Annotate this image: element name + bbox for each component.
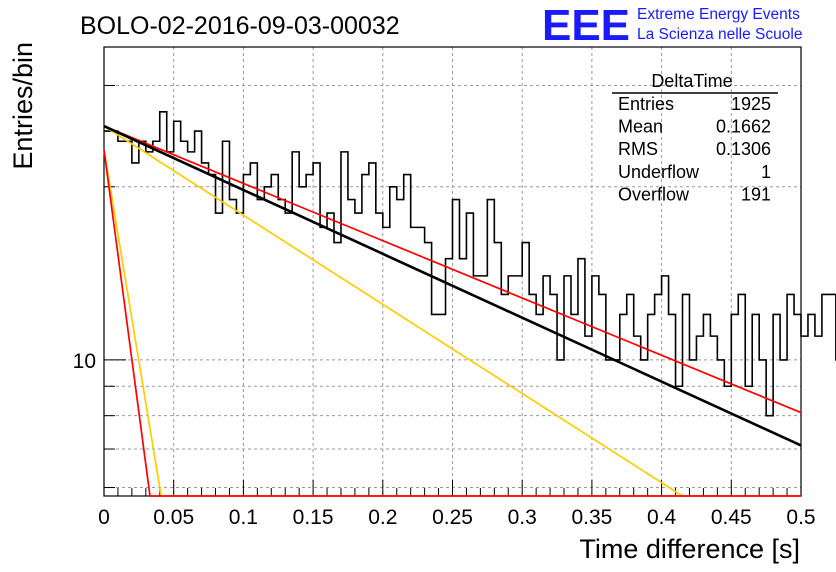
x-tick-label: 0.35 [571, 506, 612, 529]
curve-component-a [103, 125, 683, 497]
stats-row-label: Entries [618, 94, 674, 114]
stats-box-title: DeltaTime [651, 71, 732, 91]
stats-row-label: Underflow [618, 162, 700, 182]
x-tick-label: 0.05 [153, 506, 194, 529]
logo-line-2: La Scienza nelle Scuole [637, 26, 802, 43]
curve-fit-total [103, 125, 802, 414]
x-axis-label: Time difference [s] [579, 534, 800, 564]
y-tick-labels: 10 [73, 350, 96, 373]
stats-row-value: 0.1662 [716, 117, 771, 137]
stats-box: DeltaTime Entries 1925 Mean 0.1662 RMS 0.1306 U… [612, 71, 778, 204]
x-tick-label: 0 [98, 506, 110, 529]
curve-component-b [103, 149, 162, 497]
y-tick-label: 10 [73, 350, 96, 373]
curve-fit-steep [103, 149, 801, 497]
y-axis-label: Entries/bin [8, 42, 38, 170]
eee-logo: EEE Extreme Energy Events La Scienza nel… [542, 1, 802, 50]
x-tick-label: 0.15 [293, 506, 334, 529]
x-tick-labels: 0 0.05 0.1 0.15 0.2 0.25 0.3 0.35 0.4 0.45 0.5 [98, 506, 815, 529]
stats-row-value: 1925 [731, 94, 771, 114]
stats-row-value: 0.1306 [716, 139, 771, 159]
x-tick-label: 0.5 [786, 506, 815, 529]
logo-line-1: Extreme Energy Events [637, 6, 800, 23]
x-tick-label: 0.4 [647, 506, 677, 529]
x-tick-label: 0.3 [508, 506, 537, 529]
x-tick-label: 0.1 [229, 506, 258, 529]
logo-mark: EEE [542, 1, 630, 50]
x-tick-label: 0.25 [432, 506, 473, 529]
grid-lines [104, 47, 801, 496]
histogram-step-line [104, 111, 836, 417]
curve-fit-slow [103, 124, 802, 447]
x-tick-label: 0.45 [711, 506, 752, 529]
fit-curves [103, 124, 802, 497]
x-tick-label: 0.2 [368, 506, 397, 529]
chart-title: BOLO-02-2016-09-03-00032 [80, 12, 400, 40]
stats-row-label: Mean [618, 117, 663, 137]
stats-row-label: RMS [618, 139, 658, 159]
histogram-bars [104, 111, 836, 417]
stats-row-value: 191 [741, 184, 771, 204]
stats-row-label: Overflow [618, 184, 690, 204]
stats-row-value: 1 [761, 162, 771, 182]
